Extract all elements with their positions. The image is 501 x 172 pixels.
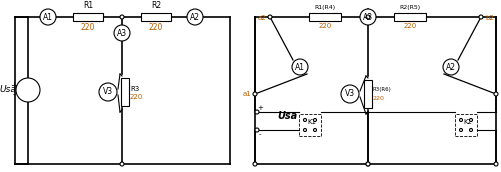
Circle shape xyxy=(304,119,307,121)
Text: V3: V3 xyxy=(345,89,355,99)
Circle shape xyxy=(443,59,459,75)
Circle shape xyxy=(40,9,56,25)
Circle shape xyxy=(99,83,117,101)
Bar xyxy=(121,78,129,106)
Circle shape xyxy=(494,162,498,166)
Bar xyxy=(394,13,426,21)
Circle shape xyxy=(459,128,462,132)
Text: Usa: Usa xyxy=(277,111,297,121)
Circle shape xyxy=(114,25,130,41)
Text: R2(R5): R2(R5) xyxy=(399,5,420,10)
Circle shape xyxy=(253,162,257,166)
Circle shape xyxy=(253,92,257,96)
Circle shape xyxy=(469,128,472,132)
Text: 220: 220 xyxy=(149,23,163,32)
Text: R3(R6): R3(R6) xyxy=(373,88,392,93)
Text: -: - xyxy=(13,90,16,99)
Text: R3: R3 xyxy=(130,86,139,92)
Circle shape xyxy=(314,128,317,132)
Text: -: - xyxy=(259,131,261,137)
Circle shape xyxy=(479,15,483,19)
Text: A2: A2 xyxy=(446,62,456,72)
Circle shape xyxy=(314,119,317,121)
Circle shape xyxy=(469,119,472,121)
Text: A3: A3 xyxy=(117,29,127,37)
Text: 220: 220 xyxy=(373,96,385,101)
Circle shape xyxy=(459,119,462,121)
Circle shape xyxy=(366,162,370,166)
Bar xyxy=(141,13,171,21)
Text: +: + xyxy=(11,80,18,89)
Circle shape xyxy=(304,128,307,132)
Bar xyxy=(364,80,372,108)
Text: +: + xyxy=(257,105,263,111)
Circle shape xyxy=(120,162,124,166)
Text: b1: b1 xyxy=(500,91,501,97)
Text: R1(R4): R1(R4) xyxy=(315,5,336,10)
Text: A2: A2 xyxy=(190,13,200,22)
Circle shape xyxy=(360,9,376,25)
Circle shape xyxy=(494,92,498,96)
Circle shape xyxy=(366,15,370,19)
Circle shape xyxy=(341,85,359,103)
Bar xyxy=(309,13,341,21)
Text: K2: K2 xyxy=(463,119,472,125)
Text: R2: R2 xyxy=(151,1,161,10)
Circle shape xyxy=(366,162,370,166)
Text: R1: R1 xyxy=(83,1,93,10)
Text: 220: 220 xyxy=(130,94,143,100)
Text: a1: a1 xyxy=(242,91,251,97)
Text: K1: K1 xyxy=(308,119,317,125)
Text: A1: A1 xyxy=(295,62,305,72)
Circle shape xyxy=(268,15,272,19)
Circle shape xyxy=(120,15,124,19)
Text: Usa: Usa xyxy=(0,85,17,94)
Circle shape xyxy=(292,59,308,75)
Text: 220: 220 xyxy=(403,23,417,29)
Text: A3: A3 xyxy=(363,13,373,22)
Bar xyxy=(73,13,103,21)
Circle shape xyxy=(16,78,40,102)
Text: 220: 220 xyxy=(318,23,332,29)
Text: 220: 220 xyxy=(81,23,95,32)
Text: b2: b2 xyxy=(485,15,494,21)
Text: a2: a2 xyxy=(258,15,266,21)
Bar xyxy=(455,114,477,136)
Circle shape xyxy=(187,9,203,25)
Bar xyxy=(299,114,321,136)
Circle shape xyxy=(255,110,259,114)
Text: A1: A1 xyxy=(43,13,53,22)
Circle shape xyxy=(255,128,259,132)
Text: V3: V3 xyxy=(103,88,113,96)
